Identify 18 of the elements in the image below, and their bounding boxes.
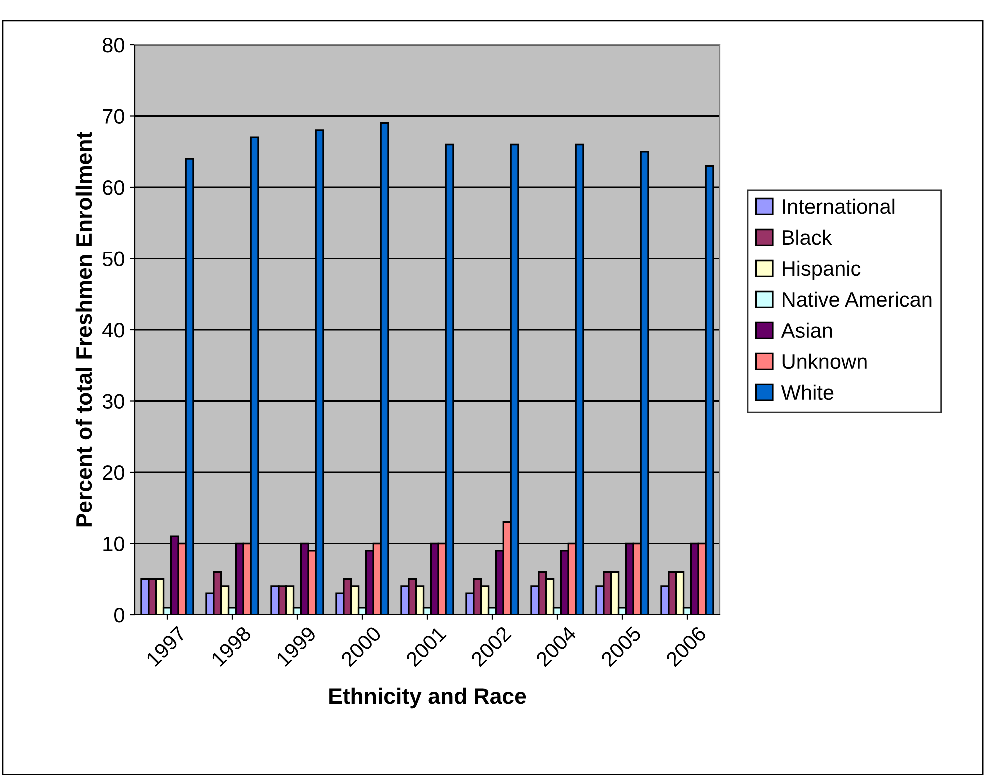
legend-label: International	[783, 198, 895, 214]
y-tick-label: 50	[102, 252, 124, 267]
y-tick-label: 30	[102, 394, 124, 410]
x-axis-title: Ethnicity and Race	[330, 688, 526, 709]
legend-label: Native American	[783, 292, 932, 308]
legend-label: White	[781, 384, 834, 400]
legend-label: Asian	[781, 322, 832, 338]
y-tick-label: 60	[103, 180, 124, 196]
legend-label: Unknown	[782, 354, 867, 370]
y-tick-label: 40	[102, 323, 124, 338]
legend-label: Black	[783, 230, 832, 246]
y-tick-label: 0	[114, 608, 124, 623]
y-axis-title: Percent of total Freshmen Enrollment	[76, 132, 92, 527]
y-tick-label: 20	[103, 466, 124, 480]
y-tick-label: 80	[103, 38, 124, 53]
y-tick-label: 10	[104, 536, 124, 552]
y-tick-label: 70	[103, 109, 124, 124]
legend-label: Hispanic	[783, 260, 861, 280]
